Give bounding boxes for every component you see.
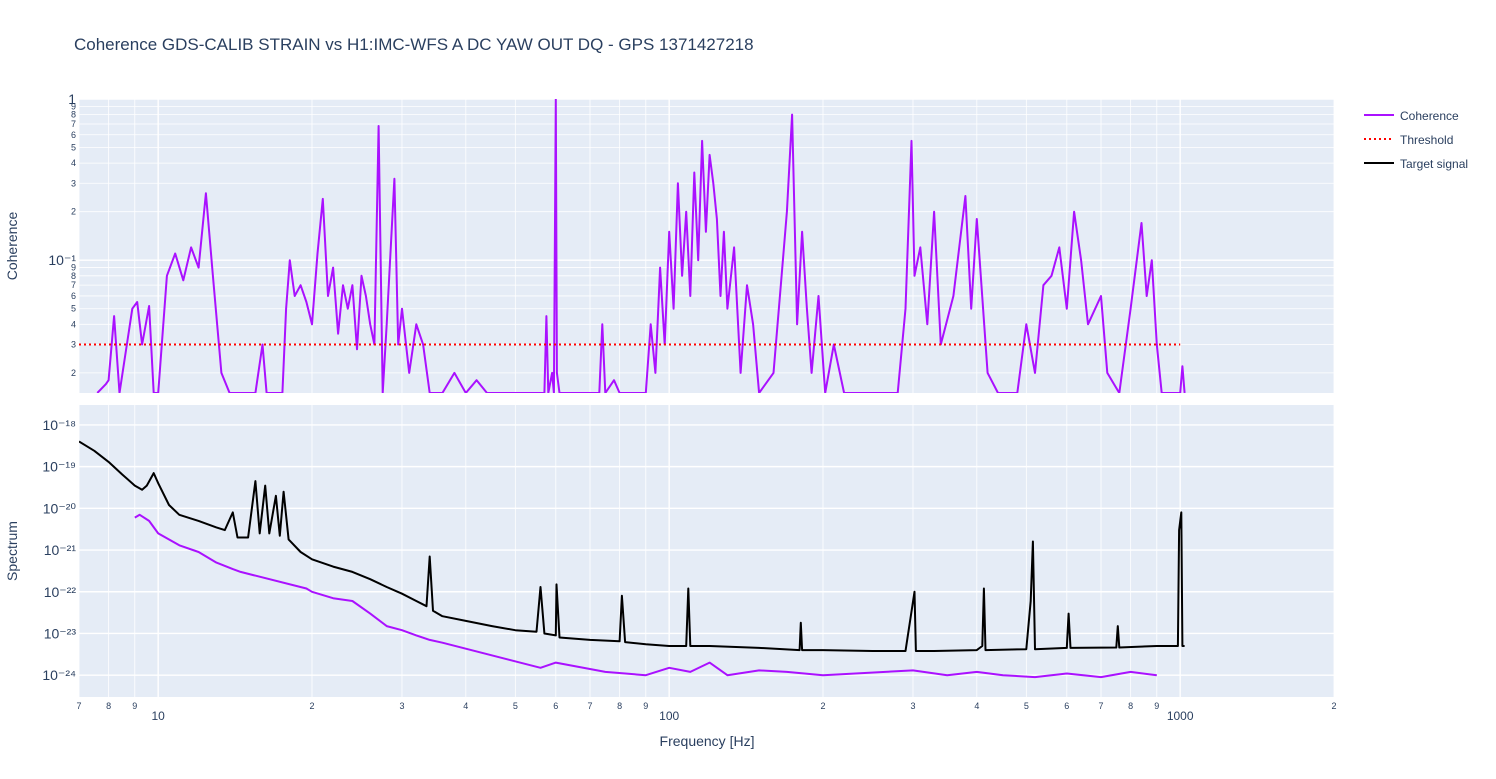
data-series: [79, 99, 1186, 679]
x-tick-label: 8: [617, 701, 622, 711]
x-tick-label: 9: [643, 701, 648, 711]
x-tick-label: 7: [1099, 701, 1104, 711]
y-tick-label: 7: [71, 119, 76, 129]
y-tick-label: 10⁻²⁴: [42, 667, 76, 683]
y-tick-label: 10⁻²²: [44, 584, 77, 600]
legend: Coherence Threshold Target signal: [1364, 109, 1468, 171]
y-tick-label: 3: [71, 339, 76, 349]
x-tick-label: 7: [587, 701, 592, 711]
x-axis-label: Frequency [Hz]: [660, 733, 755, 749]
y-tick-label: 2: [71, 207, 76, 217]
y-tick-label: 8: [71, 271, 76, 281]
x-tick-label: 9: [132, 701, 137, 711]
x-tick-label: 8: [106, 701, 111, 711]
x-tick-label: 3: [399, 701, 404, 711]
x-tick-label: 5: [1024, 701, 1029, 711]
series-coherence-line: [96, 99, 1186, 393]
x-tick-label: 6: [553, 701, 558, 711]
y-axis-label-spectrum: Spectrum: [4, 521, 20, 581]
y-tick-label: 7: [71, 280, 76, 290]
series-target-signal-line: [79, 440, 1185, 652]
legend-label-target-signal: Target signal: [1400, 157, 1468, 171]
y-axis-label-coherence: Coherence: [4, 212, 20, 281]
legend-label-coherence: Coherence: [1400, 109, 1459, 123]
coherence-plot-area: [79, 99, 1334, 393]
y-tick-label: 10⁻¹⁹: [42, 459, 76, 475]
y-tick-label: 3: [71, 178, 76, 188]
x-tick-label: 4: [974, 701, 979, 711]
x-tick-label: 2: [820, 701, 825, 711]
y-tick-label: 10⁻²³: [44, 625, 77, 641]
x-tick-label: 2: [1331, 701, 1336, 711]
x-tick-label: 7: [76, 701, 81, 711]
series-coherence-line: [134, 513, 1157, 679]
x-tick-label: 1000: [1167, 709, 1194, 723]
y-tick-label: 5: [71, 304, 76, 314]
spectrum-plot-area: [79, 405, 1334, 697]
legend-label-threshold: Threshold: [1400, 133, 1453, 147]
y-tick-label: 10⁻¹: [48, 252, 76, 268]
y-tick-label: 10⁻²⁰: [43, 500, 77, 516]
x-tick-label: 8: [1128, 701, 1133, 711]
x-tick-label: 3: [910, 701, 915, 711]
x-tick-label: 100: [659, 709, 679, 723]
y-tick-label: 6: [71, 130, 76, 140]
x-tick-label: 9: [1154, 701, 1159, 711]
y-tick-label: 5: [71, 143, 76, 153]
tick-labels: 19876543210⁻¹9876543210⁻¹⁸10⁻¹⁹10⁻²⁰10⁻²…: [42, 91, 1336, 723]
legend-item-coherence[interactable]: Coherence: [1364, 109, 1459, 123]
x-tick-label: 10: [151, 709, 165, 723]
y-tick-label: 6: [71, 291, 76, 301]
y-tick-label: 1: [68, 91, 76, 107]
y-tick-label: 10⁻²¹: [44, 542, 77, 558]
y-tick-label: 4: [71, 319, 76, 329]
y-tick-label: 2: [71, 368, 76, 378]
y-tick-label: 4: [71, 158, 76, 168]
x-tick-label: 6: [1064, 701, 1069, 711]
y-tick-label: 9: [71, 263, 76, 273]
x-tick-label: 2: [309, 701, 314, 711]
y-tick-label: 9: [71, 101, 76, 111]
legend-item-threshold[interactable]: Threshold: [1364, 133, 1453, 147]
x-tick-label: 5: [513, 701, 518, 711]
x-tick-label: 4: [463, 701, 468, 711]
chart-title: Coherence GDS-CALIB STRAIN vs H1:IMC-WFS…: [74, 35, 754, 54]
legend-item-target-signal[interactable]: Target signal: [1364, 157, 1468, 171]
y-tick-label: 10⁻¹⁸: [42, 417, 76, 433]
y-tick-label: 8: [71, 110, 76, 120]
